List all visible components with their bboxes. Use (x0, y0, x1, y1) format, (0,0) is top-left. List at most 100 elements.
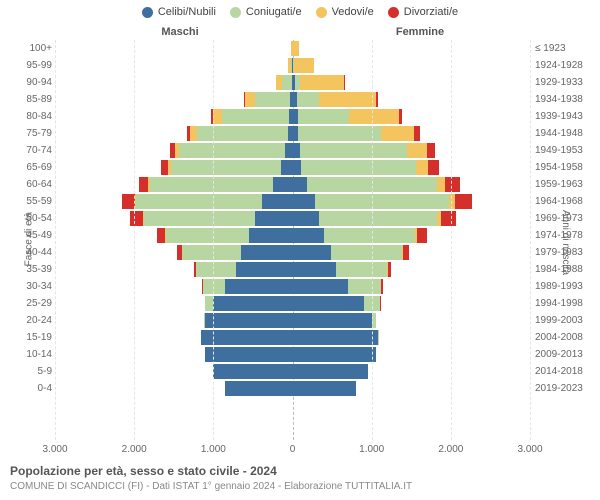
segment-married (331, 245, 402, 260)
age-band-label: 55-59 (0, 193, 52, 210)
segment-married (196, 262, 236, 277)
x-tick-label: 1.000 (201, 444, 226, 455)
birth-year-label: 1959-1963 (535, 176, 600, 193)
segment-div (445, 177, 459, 192)
male-bar (55, 143, 293, 158)
female-bar (293, 347, 531, 362)
segment-div (161, 160, 168, 175)
age-band-label: 0-4 (0, 380, 52, 397)
pyramid-row (55, 57, 530, 74)
age-band-label: 5-9 (0, 363, 52, 380)
x-tick-label: 3.000 (517, 444, 542, 455)
pyramid-row (55, 125, 530, 142)
legend-item: Vedovi/e (316, 6, 374, 18)
segment-single (293, 262, 337, 277)
segment-div (414, 126, 420, 141)
segment-single (241, 245, 292, 260)
segment-div (427, 143, 435, 158)
legend-label: Coniugati/e (246, 6, 302, 18)
pyramid-row (55, 312, 530, 329)
birth-year-label: 1954-1958 (535, 159, 600, 176)
segment-married (300, 143, 407, 158)
legend-swatch-widow (316, 7, 327, 18)
segment-single (293, 296, 364, 311)
segment-single (293, 279, 348, 294)
segment-single (262, 194, 292, 209)
age-band-label: 15-19 (0, 329, 52, 346)
pyramid-row (55, 193, 530, 210)
segment-single (213, 296, 292, 311)
male-bar (55, 262, 293, 277)
segment-married (182, 245, 241, 260)
birth-year-label: 1964-1968 (535, 193, 600, 210)
female-bar (293, 109, 531, 124)
male-bar (55, 381, 293, 396)
legend-label: Vedovi/e (332, 6, 374, 18)
segment-single (293, 245, 331, 260)
female-bar (293, 296, 531, 311)
segment-single (293, 313, 372, 328)
legend-item: Divorziati/e (388, 6, 458, 18)
chart-subtitle: COMUNE DI SCANDICCI (FI) - Dati ISTAT 1°… (10, 481, 412, 492)
segment-single (293, 330, 379, 345)
birth-year-label: 1989-1993 (535, 278, 600, 295)
segment-single (293, 194, 315, 209)
age-band-label: 45-49 (0, 227, 52, 244)
segment-single (285, 143, 292, 158)
pyramid-row (55, 295, 530, 312)
female-bar (293, 313, 531, 328)
segment-single (255, 211, 293, 226)
age-band-label: 90-94 (0, 74, 52, 91)
male-bar (55, 296, 293, 311)
age-band-label: 50-54 (0, 210, 52, 227)
female-bar (293, 194, 531, 209)
segment-widow (319, 92, 376, 107)
segment-widow (294, 58, 314, 73)
segment-single (273, 177, 293, 192)
segment-div (130, 211, 143, 226)
age-band-label: 35-39 (0, 261, 52, 278)
segment-widow (293, 41, 299, 56)
segment-single (213, 364, 292, 379)
legend-item: Coniugati/e (230, 6, 302, 18)
female-bar (293, 92, 531, 107)
segment-widow (437, 177, 445, 192)
age-band-label: 30-34 (0, 278, 52, 295)
female-bar (293, 126, 531, 141)
female-bar (293, 160, 531, 175)
segment-married (197, 126, 288, 141)
male-bar (55, 126, 293, 141)
pyramid-row (55, 261, 530, 278)
male-bar (55, 313, 293, 328)
birth-year-label: 1934-1938 (535, 91, 600, 108)
female-bar (293, 211, 531, 226)
segment-single (293, 160, 302, 175)
age-band-label: 60-64 (0, 176, 52, 193)
age-band-label: 40-44 (0, 244, 52, 261)
segment-div (381, 279, 383, 294)
segment-single (293, 381, 356, 396)
segment-widow (381, 126, 414, 141)
female-bar (293, 381, 531, 396)
legend-item: Celibi/Nubili (142, 6, 216, 18)
segment-married (297, 92, 319, 107)
pyramid-row (55, 278, 530, 295)
birth-year-label: 2004-2008 (535, 329, 600, 346)
segment-div (344, 75, 345, 90)
age-band-label: 95-99 (0, 57, 52, 74)
segment-married (324, 228, 415, 243)
birth-year-label: 1949-1953 (535, 142, 600, 159)
segment-married (136, 194, 263, 209)
legend-swatch-single (142, 7, 153, 18)
segment-single (293, 364, 368, 379)
segment-single (293, 211, 319, 226)
segment-single (249, 228, 293, 243)
female-header: Femmine (320, 26, 520, 38)
x-tick-label: 1.000 (359, 444, 384, 455)
birth-year-label: 1974-1978 (535, 227, 600, 244)
male-bar (55, 58, 293, 73)
male-bar (55, 228, 293, 243)
male-bar (55, 211, 293, 226)
birth-year-label: 1944-1948 (535, 125, 600, 142)
segment-single (205, 313, 292, 328)
